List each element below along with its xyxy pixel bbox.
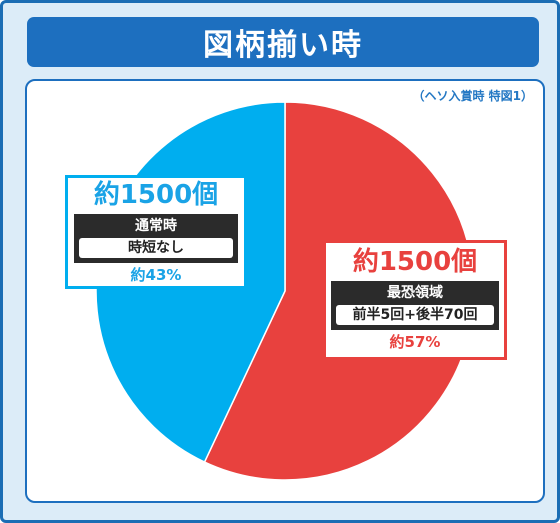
title-bar: 図柄揃い時 [27,17,539,67]
slice-detail-label: 前半5回+後半70回 [336,305,494,325]
slice-mode-label: 最恐領域 [387,285,443,301]
slice-label-saikyo: 約1500個 最恐領域 前半5回+後半70回 約57% [323,240,507,360]
chart-title: 図柄揃い時 [203,28,363,63]
slice-count-label: 約1500個 [352,247,478,277]
slice-label-tsujo: 約1500個 通常時 時短なし 約43% [65,175,247,289]
slice-count-label: 約1500個 [93,180,219,210]
slice-mode-box: 通常時 時短なし [74,214,238,263]
condition-note: （ヘソ入賞時 特図1） [412,89,533,103]
slice-mode-label: 通常時 [135,218,177,234]
slice-mode-box: 最恐領域 前半5回+後半70回 [331,281,499,330]
slice-detail-label: 時短なし [79,238,233,258]
slice-percent-label: 約57% [389,333,441,351]
slice-percent-label: 約43% [130,266,182,284]
chart-panel: （ヘソ入賞時 特図1） 約1500個 通常時 時短なし 約43% 約1500個 … [25,79,545,503]
